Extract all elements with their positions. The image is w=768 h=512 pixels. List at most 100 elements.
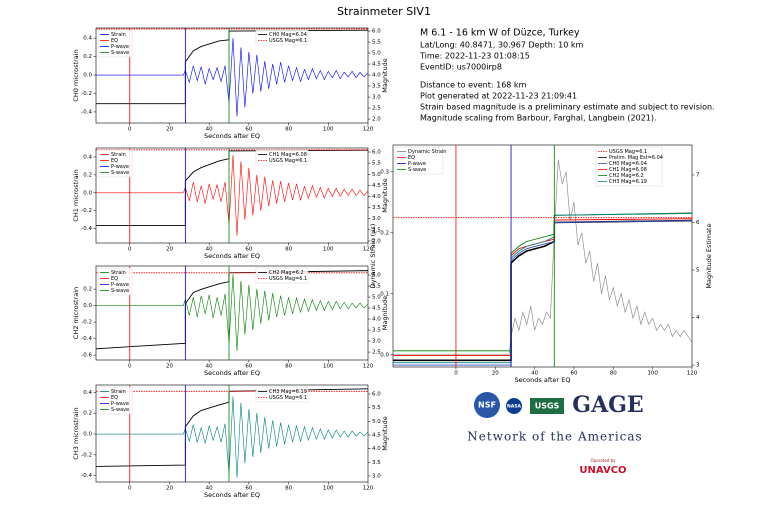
y2-tick-label: 4.5 — [372, 62, 381, 68]
x-axis-label: Seconds after EQ — [204, 491, 260, 499]
legend-label: P-wave — [111, 44, 129, 50]
chart: 0 20 40 60 80 100 120 0.0 0.1 0.2 0.3 3 4 5 6 7 Seconds … — [369, 144, 713, 384]
y2-tick-label: 2.5 — [372, 350, 381, 356]
x-tick-label: 20 — [166, 247, 173, 253]
y-tick-label: 0.4 — [83, 154, 92, 160]
logo-text: NASA — [507, 404, 521, 410]
x-tick-label: 20 — [166, 486, 173, 492]
x-tick-label: 40 — [206, 247, 213, 253]
legend-label: EQ — [408, 155, 415, 161]
nsf-logo — [474, 392, 500, 418]
x-tick-label: 40 — [206, 486, 213, 492]
y2-tick-label: 5.5 — [372, 40, 381, 46]
y-tick-label: 0.0 — [83, 303, 92, 309]
legend-label: CH1 Mag=6.08 — [269, 152, 307, 158]
network-name: Network of the Americas — [467, 430, 642, 444]
x-tick-label: 120 — [363, 364, 374, 370]
y-axis-label: CH2 microstrain — [72, 287, 80, 339]
legend-label: P-wave — [111, 164, 129, 170]
y2-tick-label: 4.5 — [372, 306, 381, 312]
strain-line — [96, 396, 369, 478]
y2-tick-label: 5.5 — [372, 161, 381, 167]
y-tick-label: -0.6 — [81, 353, 92, 359]
legend-label: CH2 Mag=6.2 — [609, 173, 644, 179]
info-line: EventID: us7000irp8 — [420, 63, 502, 72]
info-line: Plot generated at 2022-11-23 21:09:41 — [420, 92, 577, 101]
x-tick-label: 0 — [454, 371, 458, 377]
y-tick-label: 0.4 — [83, 36, 92, 42]
x-tick-label: 20 — [492, 371, 499, 377]
legend-label: Strain — [111, 270, 126, 276]
y-tick-label: -0.2 — [81, 208, 92, 214]
x-tick-label: 100 — [323, 127, 334, 133]
y-tick-label: -0.2 — [81, 91, 92, 97]
legend-label: CH3 Mag=6.19 — [609, 179, 647, 185]
x-tick-label: 120 — [363, 486, 374, 492]
y2-tick-label: 3.0 — [372, 216, 381, 222]
y2-tick-label: 6.0 — [372, 150, 381, 156]
plot-frame — [95, 27, 369, 124]
y2-tick-label: 3.5 — [372, 84, 381, 90]
legend-label: S-wave — [111, 407, 129, 413]
legend-box — [255, 386, 309, 403]
y-axis-label: CH0 microstrain — [72, 49, 80, 101]
y2-tick-label: 2.0 — [372, 238, 381, 244]
y2-tick-label: 5.5 — [372, 284, 381, 290]
legend-label: Strain — [111, 32, 126, 38]
info-line: Lat/Long: 40.8471, 30.967 Depth: 10 km — [420, 41, 583, 50]
y-tick-label: 0.0 — [380, 352, 389, 358]
info-line: Magnitude scaling from Barbour, Farghal,… — [420, 114, 657, 123]
x-tick-label: 40 — [206, 364, 213, 370]
legend-label: EQ — [111, 395, 118, 401]
operated-by: Operated by — [591, 458, 617, 463]
y2-tick-label: 5.0 — [372, 295, 381, 301]
x-tick-label: 80 — [610, 371, 617, 377]
y-tick-label: 0.1 — [380, 291, 389, 297]
x-tick-label: 100 — [647, 371, 658, 377]
x-tick-label: 100 — [323, 364, 334, 370]
legend-label: CH0 Mag=6.04 — [609, 161, 647, 167]
y-tick-label: -0.4 — [81, 226, 92, 232]
y2-tick-label: 5.0 — [372, 172, 381, 178]
y2-tick-label: 4.0 — [372, 317, 381, 323]
y2-tick-label: 3 — [696, 363, 700, 369]
x-tick-label: 0 — [128, 127, 132, 133]
logo-text: USGS — [535, 402, 560, 411]
legend-label: USGS Mag=6.1 — [609, 149, 647, 155]
y2-tick-label: 4.0 — [372, 73, 381, 79]
figure-title: Strainmeter SIV1 — [337, 5, 431, 18]
x-tick-label: 20 — [166, 127, 173, 133]
legend-label: CH0 Mag=6.04 — [269, 32, 307, 38]
x-axis-label: Seconds after EQ — [204, 369, 260, 377]
legend-label: Prelim. Mag Est=6.04 — [609, 155, 663, 161]
event-title: M 6.1 - 16 km W of Düzce, Turkey — [420, 28, 580, 39]
y-tick-label: 0.2 — [83, 287, 92, 293]
x-tick-label: 100 — [323, 486, 334, 492]
plot-frame — [95, 265, 369, 361]
y2-tick-label: 3.0 — [372, 95, 381, 101]
y-tick-label: -0.4 — [81, 109, 92, 115]
usgs-logo — [530, 398, 564, 414]
y-tick-label: 0.2 — [83, 411, 92, 417]
legend-label: S-wave — [111, 170, 129, 176]
x-axis-label: Seconds after EQ — [204, 132, 260, 140]
legend-label: Strain — [111, 152, 126, 158]
legend-label: USGS Mag=6.1 — [269, 38, 307, 44]
y-tick-label: -0.4 — [81, 336, 92, 342]
x-tick-label: 40 — [206, 127, 213, 133]
y-axis-label: Dynamic Strain (µε) — [369, 224, 377, 289]
y-tick-label: 0.3 — [380, 169, 389, 175]
y2-tick-label: 6.0 — [372, 392, 381, 398]
x-tick-label: 80 — [285, 364, 292, 370]
legend-label: P-wave — [111, 401, 129, 407]
x-tick-label: 80 — [285, 486, 292, 492]
legend-label: USGS Mag=6.1 — [269, 395, 307, 401]
x-tick-label: 0 — [128, 364, 132, 370]
unavco-logo: UNAVCO — [579, 465, 626, 476]
y2-tick-label: 6.0 — [372, 29, 381, 35]
y-axis-label: CH1 microstrain — [72, 169, 80, 221]
y2-axis-label: Magnitude Estimate — [705, 223, 713, 288]
x-tick-label: 20 — [166, 364, 173, 370]
y2-tick-label: 6.0 — [372, 273, 381, 279]
y2-tick-label: 4 — [696, 315, 700, 321]
